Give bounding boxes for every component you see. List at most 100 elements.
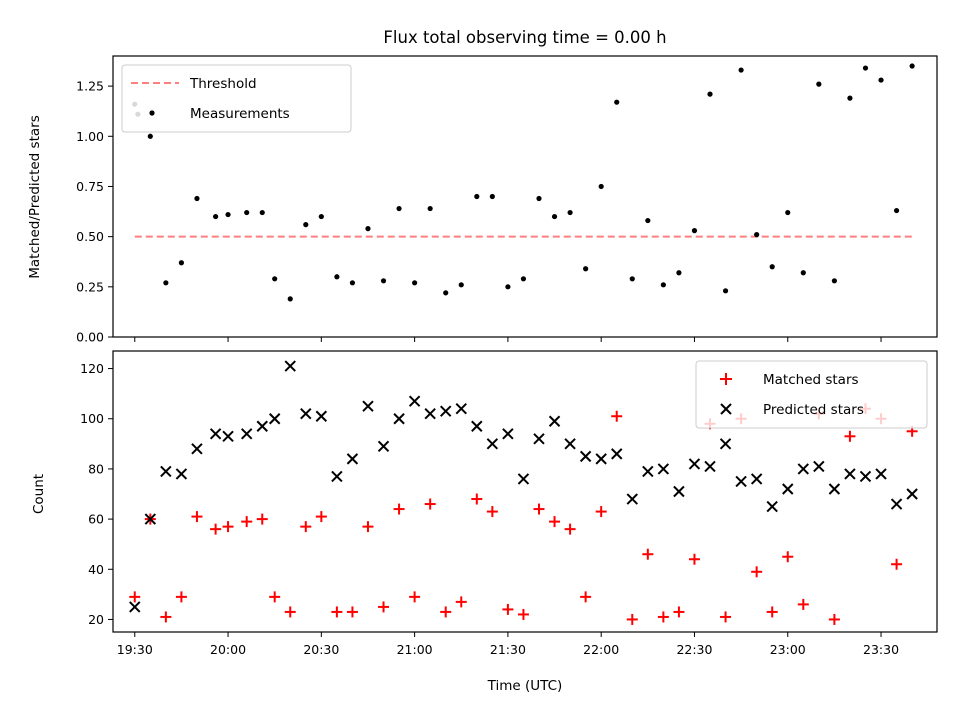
predicted-star-point <box>471 420 483 432</box>
matched-star-point <box>626 613 638 625</box>
count-x-tick-label: 21:30 <box>490 642 526 657</box>
matched-star-point <box>256 513 268 525</box>
matched-star-point <box>175 591 187 603</box>
predicted-star-point <box>209 428 222 440</box>
legend-measurements-label: Measurements <box>190 106 290 122</box>
predicted-star-point <box>315 410 328 422</box>
measurement-point <box>831 278 837 284</box>
predicted-star-point <box>626 493 638 505</box>
predicted-star-point <box>486 438 499 450</box>
matched-star-point <box>517 608 529 620</box>
x-axis-label: Time (UTC) <box>487 678 563 694</box>
matched-star-point <box>424 498 436 510</box>
matched-star-point <box>891 558 903 570</box>
count-y-tick-label: 100 <box>80 411 104 426</box>
predicted-star-point <box>813 460 825 473</box>
matched-star-point <box>766 606 778 618</box>
count-y-tick-label: 80 <box>88 461 104 476</box>
measurement-point <box>505 284 511 290</box>
measurement-point <box>178 260 185 266</box>
matched-star-point <box>191 511 203 523</box>
predicted-star-point <box>175 468 188 480</box>
matched-star-point <box>269 591 281 603</box>
measurement-point <box>163 280 169 286</box>
measurement-point <box>349 280 356 286</box>
predicted-star-point <box>502 428 514 440</box>
measurement-point <box>551 213 558 220</box>
predicted-star-point <box>875 468 887 480</box>
predicted-star-point <box>704 460 716 473</box>
matched-star-point <box>486 506 498 518</box>
matched-star-point <box>315 511 327 523</box>
count-x-tick-label: 23:30 <box>863 642 899 657</box>
predicted-star-point <box>222 430 234 443</box>
predicted-star-point <box>906 488 918 500</box>
predicted-star-point <box>844 468 856 480</box>
predicted-star-point <box>579 450 592 463</box>
measurement-point <box>816 81 822 87</box>
predicted-star-point <box>611 448 623 460</box>
measurement-point <box>660 282 666 288</box>
measurement-point <box>412 280 418 286</box>
predicted-star-point <box>828 483 841 495</box>
predicted-star-point <box>735 475 747 488</box>
measurement-point <box>691 228 698 234</box>
measurement-point <box>489 193 495 200</box>
matched-star-point <box>580 591 592 603</box>
ratio-y-tick-label: 0.00 <box>76 330 104 345</box>
predicted-star-point <box>564 438 576 450</box>
count-x-tick-label: 22:30 <box>676 642 712 657</box>
measurement-point <box>443 290 449 296</box>
measurement-point <box>629 276 635 282</box>
measurement-point <box>738 67 744 73</box>
predicted-star-point <box>517 473 530 485</box>
measurement-point <box>458 282 464 288</box>
predicted-star-point <box>455 402 467 415</box>
matched-star-point <box>844 430 856 442</box>
matched-star-point <box>300 521 312 533</box>
measurement-point <box>147 133 153 139</box>
measurement-point <box>318 213 324 220</box>
predicted-star-point <box>129 601 141 613</box>
matched-star-point <box>440 606 452 618</box>
matched-star-point <box>564 523 576 535</box>
measurement-point <box>645 217 651 224</box>
count-x-tick-label: 22:00 <box>583 642 619 657</box>
predicted-star-point <box>191 443 203 455</box>
predicted-star-point <box>642 465 654 478</box>
matched-star-point <box>471 493 483 505</box>
count-y-tick-label: 60 <box>88 512 104 527</box>
matched-star-point <box>642 548 654 560</box>
predicted-star-point <box>240 428 253 440</box>
count-x-tick-label: 19:30 <box>117 642 153 657</box>
count-y-tick-label: 40 <box>88 562 104 577</box>
measurement-point <box>598 183 604 190</box>
predicted-star-point <box>750 473 763 485</box>
predicted-star-point <box>890 498 903 510</box>
measurement-point <box>862 65 869 71</box>
legend-predicted-label: Predicted stars <box>763 402 864 418</box>
matched-star-point <box>455 596 467 608</box>
matched-star-point <box>378 601 390 613</box>
matched-star-point <box>828 613 840 625</box>
measurement-point <box>244 209 250 216</box>
predicted-star-point <box>362 400 374 412</box>
predicted-star-point <box>393 413 405 425</box>
ratio-panel: 0.00 0.25 0.50 0.75 1.00 1.25 Matched/Predict… <box>27 55 938 345</box>
measurement-point <box>722 288 729 294</box>
measurement-point <box>536 195 542 202</box>
predicted-star-point <box>424 408 436 420</box>
legend-threshold-label: Threshold <box>189 76 257 92</box>
predicted-star-point <box>533 433 545 445</box>
matched-star-point <box>751 566 763 578</box>
matched-star-point <box>409 591 421 603</box>
measurement-point <box>194 195 200 202</box>
predicted-star-point <box>346 453 359 465</box>
measurement-point <box>365 226 371 232</box>
matched-star-point <box>549 516 561 528</box>
predicted-star-point <box>144 513 157 525</box>
matched-star-point <box>688 553 700 565</box>
predicted-star-point <box>859 470 872 483</box>
ratio-y-tick-label: 0.25 <box>76 279 104 294</box>
ratio-y-tick-label: 1.25 <box>76 79 104 94</box>
